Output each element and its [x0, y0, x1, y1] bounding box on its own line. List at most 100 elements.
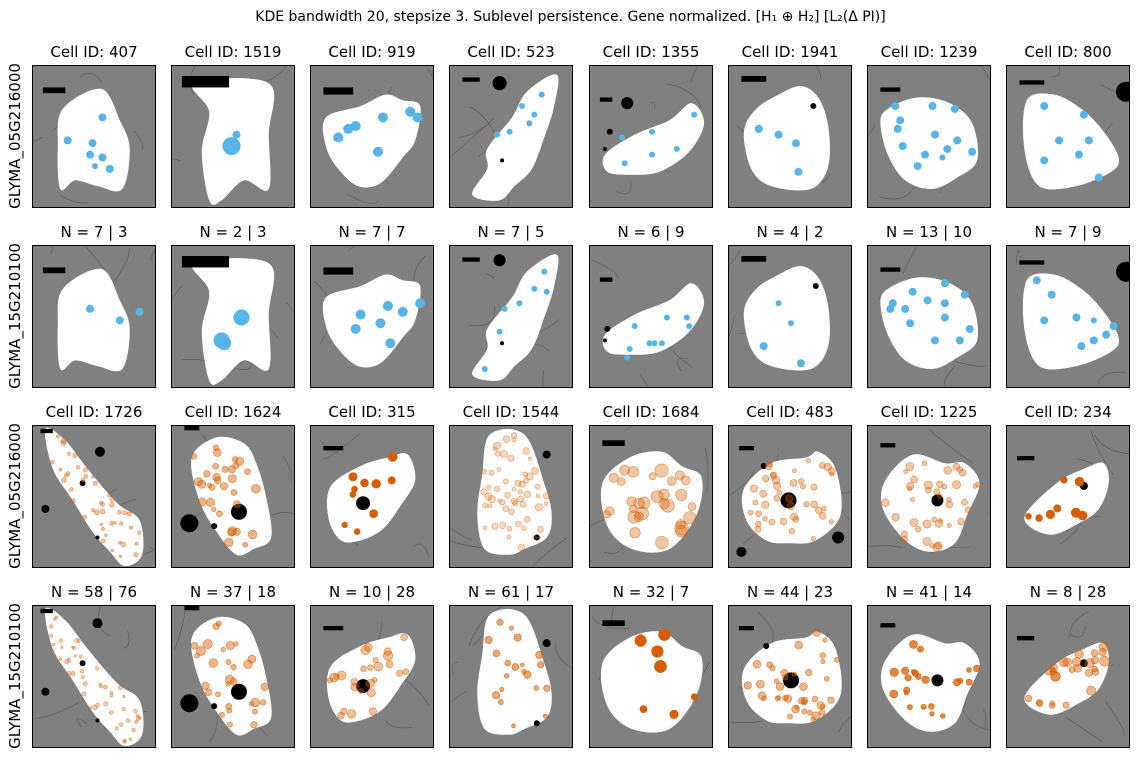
- transcript-spot: [794, 704, 800, 710]
- transcript-spot: [923, 480, 933, 490]
- transcript-spot: [755, 520, 762, 528]
- transcript-spot: [247, 529, 258, 540]
- transcript-spot: [137, 530, 142, 535]
- transcript-spot: [934, 541, 943, 550]
- transcript-spot: [114, 726, 119, 731]
- transcript-spot: [81, 691, 87, 697]
- transcript-spot: [496, 467, 502, 472]
- transcript-spot: [1084, 658, 1095, 669]
- transcript-spot: [759, 489, 767, 498]
- transcript-spot: [232, 130, 241, 139]
- transcript-spot: [626, 345, 633, 352]
- cell-shape: [880, 277, 979, 370]
- transcript-spot: [1090, 649, 1099, 657]
- transcript-spot: [910, 475, 918, 484]
- transcript-spot: [761, 474, 770, 483]
- transcript-spot: [531, 285, 538, 292]
- figure-title: KDE bandwidth 20, stepsize 3. Sublevel p…: [255, 9, 886, 25]
- transcript-spot: [923, 296, 932, 305]
- row-gene-label: GLYMA_05G216000: [6, 63, 24, 209]
- transcript-spot: [488, 470, 495, 476]
- cell-panel: [867, 65, 991, 208]
- transcript-spot: [227, 474, 237, 483]
- cell-image: [868, 429, 990, 555]
- transcript-spot: [683, 511, 697, 525]
- transcript-spot: [1084, 136, 1093, 145]
- transcript-spot: [230, 663, 237, 671]
- transcript-spot: [215, 691, 221, 698]
- cell-shape: [322, 274, 421, 368]
- transcript-spot: [1049, 667, 1057, 676]
- transcript-spot: [216, 510, 223, 517]
- panel-title-count: N = 2 | 3: [199, 223, 267, 241]
- transcript-spot: [674, 521, 689, 536]
- nucleus-blob: [931, 494, 944, 507]
- transcript-spot: [66, 670, 72, 676]
- transcript-spot: [492, 446, 498, 452]
- transcript-spot: [211, 506, 217, 512]
- transcript-spot: [917, 645, 924, 653]
- transcript-spot: [522, 447, 530, 455]
- cell-shape: [191, 436, 272, 556]
- cell-image: [736, 66, 831, 191]
- transcript-spot: [233, 641, 239, 647]
- cell-image: [462, 254, 560, 387]
- transcript-spot: [782, 674, 789, 681]
- transcript-spot: [514, 479, 522, 487]
- transcript-spot: [761, 500, 770, 509]
- transcript-spot: [762, 515, 768, 522]
- transcript-spot: [651, 645, 664, 658]
- scale-bar: [181, 256, 230, 268]
- transcript-spot: [686, 323, 693, 330]
- nucleus-blob: [95, 535, 100, 540]
- transcript-spot: [828, 467, 836, 475]
- transcript-spot: [531, 467, 539, 475]
- transcript-spot: [77, 639, 81, 643]
- transcript-spot: [1049, 663, 1058, 672]
- transcript-spot: [99, 522, 103, 527]
- cell-panel: [1006, 245, 1130, 388]
- cell-panel: [171, 245, 295, 388]
- transcript-spot: [520, 662, 525, 668]
- transcript-spot: [70, 498, 76, 504]
- transcript-spot: [805, 668, 813, 677]
- transcript-spot: [122, 695, 126, 699]
- transcript-spot: [787, 502, 796, 511]
- transcript-spot: [535, 493, 541, 499]
- transcript-spot: [65, 471, 71, 477]
- transcript-spot: [776, 695, 781, 700]
- scale-bar: [323, 267, 354, 275]
- transcript-spot: [523, 477, 529, 484]
- transcript-spot: [502, 505, 510, 512]
- transcript-spot: [922, 537, 932, 546]
- transcript-spot: [1079, 110, 1088, 119]
- cell-image: [1016, 611, 1125, 743]
- panel-title-count: N = 44 | 23: [746, 583, 834, 601]
- transcript-spot: [639, 705, 648, 713]
- transcript-spot: [52, 642, 56, 647]
- transcript-spot: [494, 131, 501, 138]
- transcript-spot: [222, 137, 241, 156]
- cell-image: [172, 256, 294, 385]
- transcript-spot: [204, 688, 213, 696]
- transcript-spot: [543, 684, 551, 692]
- transcript-spot: [212, 444, 219, 451]
- transcript-spot: [972, 483, 978, 489]
- transcript-spot: [1086, 685, 1097, 696]
- panel-title-cell-id: Cell ID: 407: [50, 43, 138, 61]
- transcript-spot: [113, 521, 117, 525]
- transcript-spot: [118, 685, 123, 691]
- transcript-spot: [938, 518, 943, 523]
- panel-title-cell-id: Cell ID: 523: [467, 43, 555, 61]
- transcript-spot: [889, 667, 899, 677]
- transcript-spot: [350, 121, 361, 132]
- transcript-spot: [122, 510, 128, 515]
- transcript-spot: [230, 489, 238, 496]
- transcript-spot: [83, 467, 88, 473]
- panel-title-cell-id: Cell ID: 1941: [741, 43, 839, 61]
- transcript-spot: [1085, 668, 1094, 677]
- transcript-spot: [756, 679, 765, 689]
- cell-shape: [326, 633, 416, 723]
- transcript-spot: [88, 139, 97, 148]
- nucleus-blob: [533, 720, 540, 727]
